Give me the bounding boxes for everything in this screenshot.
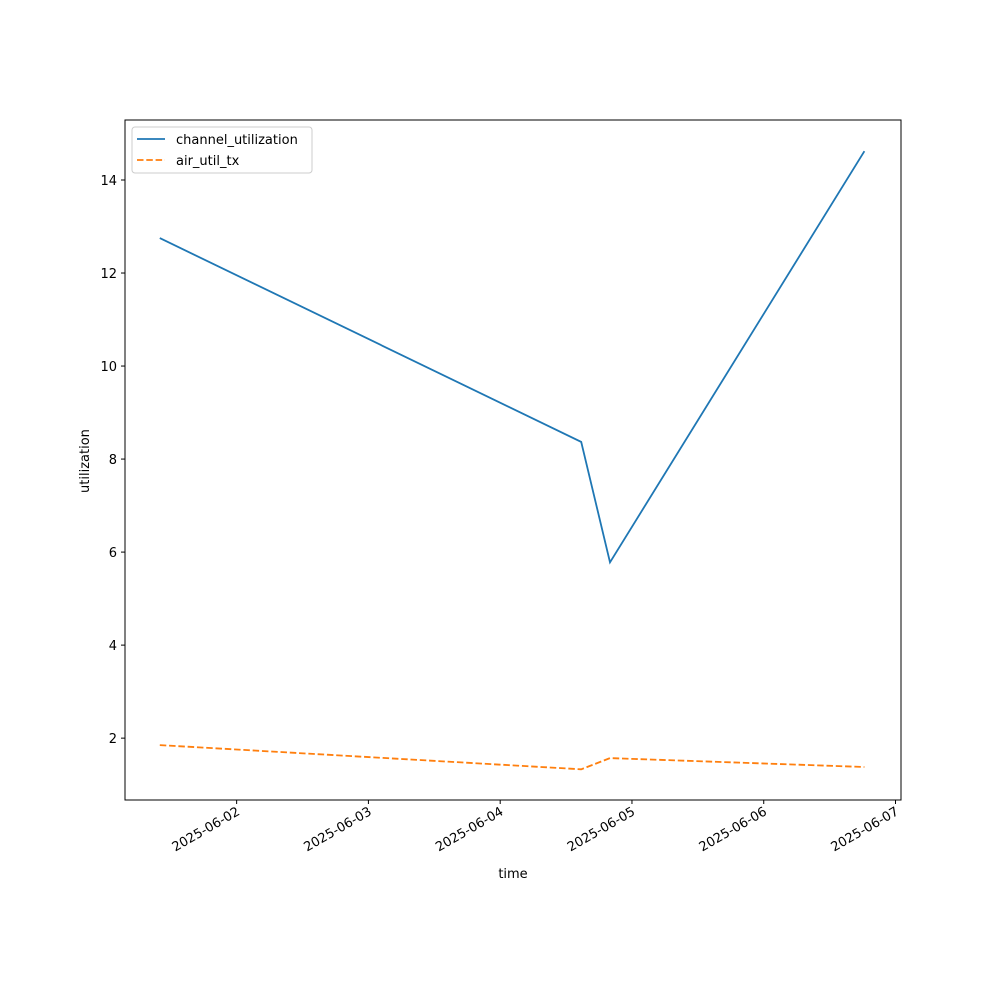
plot-frame [124,119,902,801]
x-tick-label: 2025-06-05 [565,804,638,855]
x-axis-label: time [498,867,527,882]
x-tick-label: 2025-06-03 [301,804,374,855]
y-tick-label: 6 [109,546,117,561]
y-tick-label: 4 [109,639,117,654]
y-tick-label: 8 [109,453,117,468]
series-line [159,744,865,771]
legend-label: air_util_tx [176,154,240,169]
legend-box [131,126,313,174]
y-axis-label: utilization [78,429,93,493]
y-tick-label: 10 [100,360,117,375]
x-tick-label: 2025-06-04 [433,804,506,855]
y-tick-label: 2 [109,732,117,747]
series-line [159,150,866,565]
y-tick-label: 12 [100,267,117,282]
x-tick-label: 2025-06-06 [697,804,770,855]
x-tick-label: 2025-06-07 [829,804,902,855]
legend-label: channel_utilization [176,133,298,148]
y-tick-label: 14 [100,174,117,189]
x-tick-label: 2025-06-02 [170,804,243,855]
